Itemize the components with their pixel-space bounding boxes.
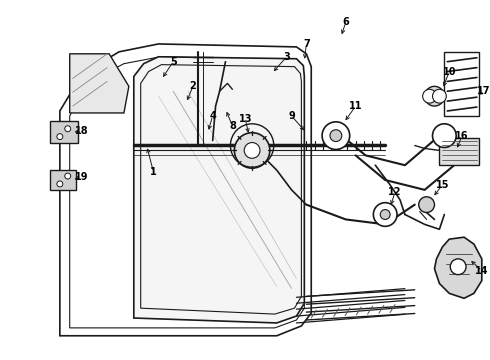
Circle shape <box>57 134 63 140</box>
Circle shape <box>423 89 437 103</box>
Text: 11: 11 <box>349 101 363 111</box>
Text: 12: 12 <box>388 187 402 197</box>
Text: 17: 17 <box>477 86 490 96</box>
Polygon shape <box>435 237 482 298</box>
Text: 13: 13 <box>239 114 252 124</box>
Polygon shape <box>70 54 129 113</box>
Circle shape <box>65 126 71 132</box>
Text: 10: 10 <box>442 67 456 77</box>
Circle shape <box>322 122 350 149</box>
Text: 19: 19 <box>75 172 88 182</box>
Polygon shape <box>134 57 304 323</box>
Text: 5: 5 <box>170 57 176 67</box>
Text: 15: 15 <box>436 180 449 190</box>
Bar <box>444 52 479 116</box>
Circle shape <box>380 210 390 220</box>
Bar <box>440 138 479 165</box>
Text: 6: 6 <box>343 17 349 27</box>
Text: 18: 18 <box>74 126 88 136</box>
Circle shape <box>57 181 63 187</box>
Text: 1: 1 <box>150 167 157 177</box>
Text: 16: 16 <box>455 131 469 141</box>
Text: 2: 2 <box>190 81 196 91</box>
Polygon shape <box>60 44 311 336</box>
Bar <box>50 121 77 143</box>
Circle shape <box>244 143 260 158</box>
Circle shape <box>419 197 435 212</box>
Circle shape <box>433 124 456 148</box>
Circle shape <box>450 259 466 275</box>
Circle shape <box>373 203 397 226</box>
Bar <box>50 170 75 190</box>
Text: 14: 14 <box>475 266 489 276</box>
Text: 9: 9 <box>288 111 295 121</box>
Circle shape <box>234 133 270 168</box>
Text: 3: 3 <box>283 52 290 62</box>
Circle shape <box>330 130 342 141</box>
Circle shape <box>433 89 446 103</box>
Text: 8: 8 <box>229 121 236 131</box>
Circle shape <box>425 86 444 106</box>
Text: 7: 7 <box>303 39 310 49</box>
Circle shape <box>65 173 71 179</box>
Text: 4: 4 <box>209 111 216 121</box>
